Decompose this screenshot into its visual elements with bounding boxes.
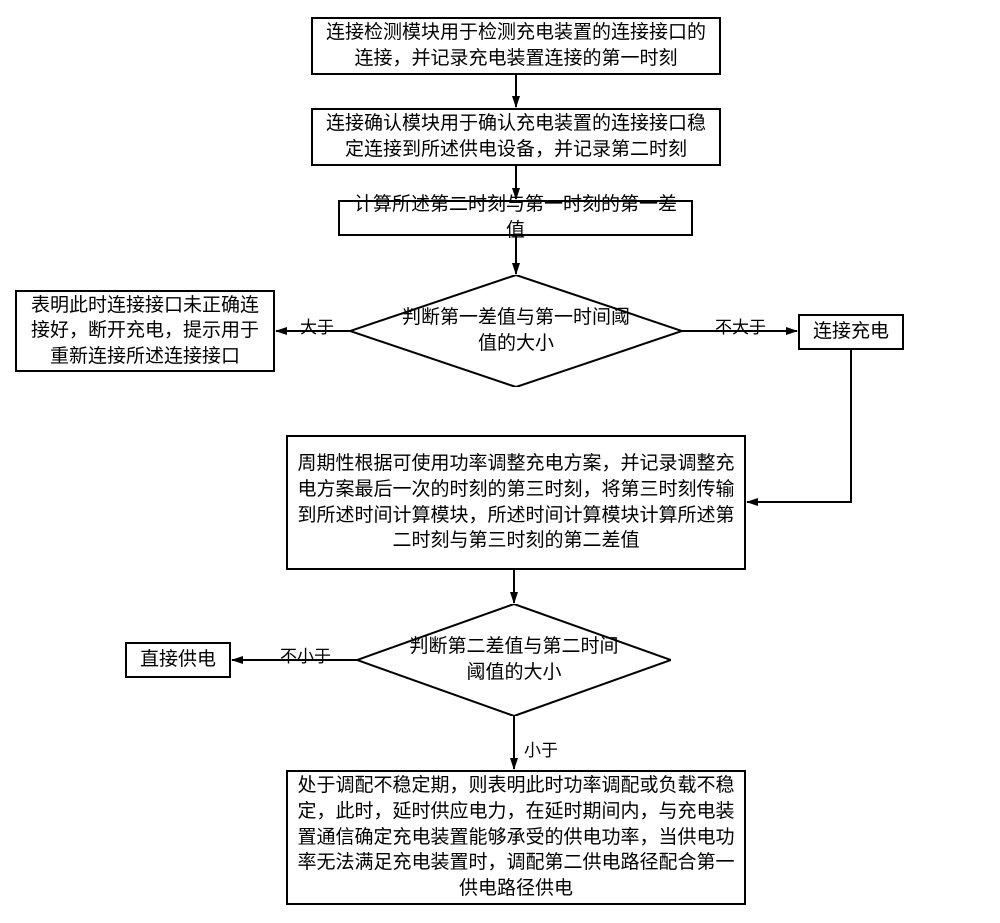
edge-label: 不大于 <box>715 313 766 338</box>
edge-label: 不小于 <box>280 642 331 667</box>
edge-label: 大于 <box>300 313 334 338</box>
flow-connectors <box>0 0 1000 923</box>
edge-label: 小于 <box>524 736 558 761</box>
